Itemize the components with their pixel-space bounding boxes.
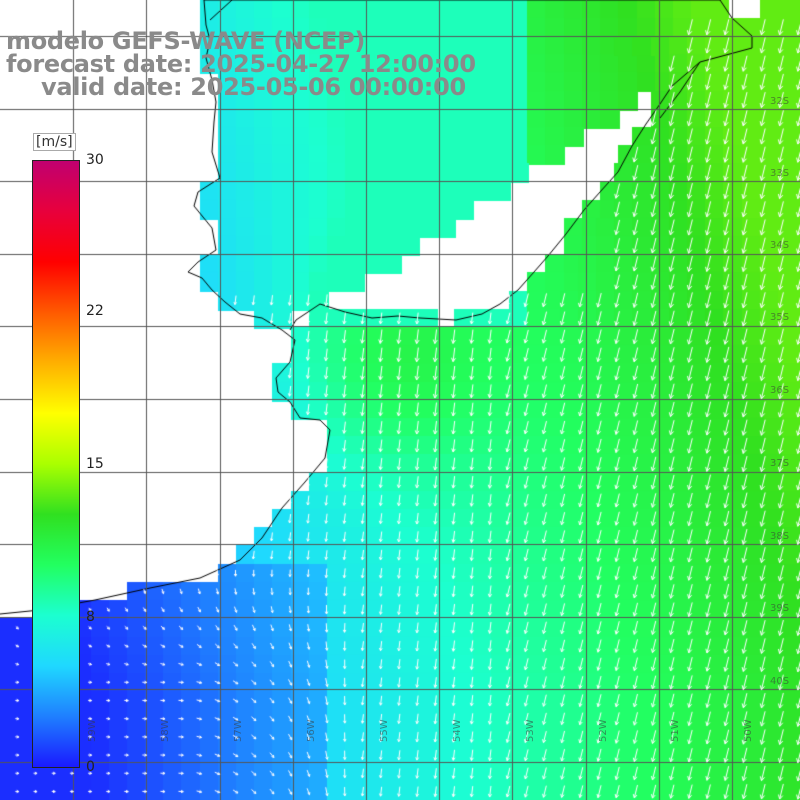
lon-label: 52W <box>598 719 609 742</box>
colorbar-tick-0: 0 <box>86 759 95 775</box>
title-forecast-date: forecast date: 2025-04-27 12:00:00 <box>6 50 476 78</box>
lon-label: 54W <box>452 719 463 742</box>
lon-label: 57W <box>233 719 244 742</box>
lat-label: 35S <box>770 312 790 323</box>
lon-label: 55W <box>379 719 390 742</box>
lon-label: 59W <box>87 719 98 742</box>
colorbar-unit-label: [m/s] <box>33 133 76 151</box>
lat-label: 36S <box>770 385 790 396</box>
lat-label: 32S <box>770 96 790 107</box>
lat-label: 39S <box>770 603 790 614</box>
lon-label: 58W <box>160 719 171 742</box>
lat-label: 38S <box>770 531 790 542</box>
lat-label: 40S <box>770 676 790 687</box>
title-valid-date: valid date: 2025-05-06 00:00:00 <box>41 73 466 101</box>
colorbar-tick-22: 22 <box>86 303 104 319</box>
map-title: modelo GEFS-WAVE (NCEP) forecast date: 2… <box>6 27 566 101</box>
colorbar-tick-15: 15 <box>86 456 104 472</box>
colorbar-tick-8: 8 <box>86 609 95 625</box>
lat-label: 34S <box>770 240 790 251</box>
lat-label: 33S <box>770 168 790 179</box>
lon-label: 51W <box>670 719 681 742</box>
colorbar-tick-30: 30 <box>86 152 104 168</box>
lon-label: 50W <box>743 719 754 742</box>
lat-label: 37S <box>770 458 790 469</box>
title-model: modelo GEFS-WAVE (NCEP) <box>6 27 366 55</box>
lon-label: 53W <box>525 719 536 742</box>
colorbar <box>32 160 80 768</box>
lon-label: 56W <box>306 719 317 742</box>
